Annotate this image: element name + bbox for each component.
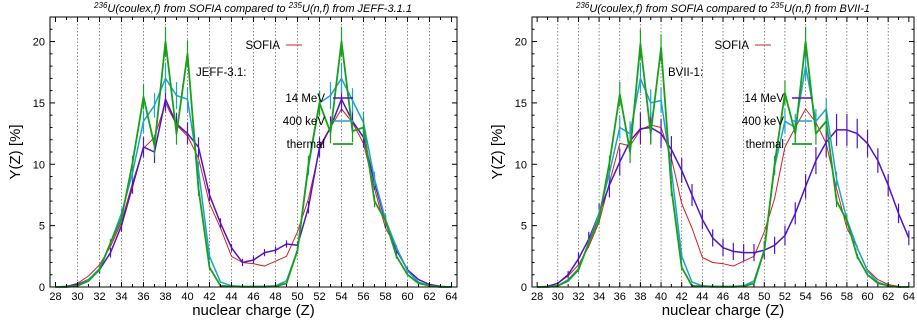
title-superscript: 236 [93, 1, 108, 10]
legend-label-sofia: SOFIA [245, 40, 280, 52]
x-tick-label: 56 [820, 291, 832, 303]
legend: SOFIA JEFF-3.1: 14 MeV 400 keV thermal [196, 40, 353, 151]
x-tick-label: 58 [379, 291, 391, 303]
legend-label-14-mev: 14 MeV [285, 93, 325, 105]
y-axis-label: Y(Z) [%] [7, 125, 24, 180]
y-tick-label: 15 [33, 98, 45, 110]
legend-group-label: JEFF-3.1: [196, 67, 246, 79]
y-tick-label: 20 [515, 37, 527, 49]
x-tick-label: 32 [93, 291, 105, 303]
title-text: U(coulex,f) from SOFIA compared to [589, 3, 770, 15]
x-tick-label: 28 [49, 291, 61, 303]
x-tick-label: 58 [841, 291, 853, 303]
x-axis-label: nuclear charge (Z) [662, 302, 785, 319]
y-axis-label: Y(Z) [%] [489, 125, 506, 180]
title-superscript: 235 [288, 1, 303, 10]
x-tick-label: 56 [357, 291, 369, 303]
y-tick-label: 5 [521, 221, 527, 233]
title-text: U(coulex,f) from SOFIA compared to [107, 3, 288, 15]
legend: SOFIA BVII-1: 14 MeV 400 keV thermal [668, 40, 812, 151]
x-tick-label: 48 [269, 291, 281, 303]
title-superscript: 236 [575, 1, 590, 10]
chart-title: 236U(coulex,f) from SOFIA compared to 23… [93, 1, 412, 15]
x-tick-label: 32 [572, 291, 584, 303]
legend-group-label: BVII-1: [668, 67, 703, 79]
x-tick-label: 52 [779, 291, 791, 303]
x-tick-label: 42 [203, 291, 215, 303]
x-tick-label: 62 [882, 291, 894, 303]
x-tick-label: 60 [861, 291, 873, 303]
x-tick-label: 30 [552, 291, 564, 303]
x-tick-label: 38 [634, 291, 646, 303]
chart-panel-1: 236U(coulex,f) from SOFIA compared to 23… [7, 1, 458, 319]
legend-label-400-kev: 400 keV [742, 116, 785, 128]
x-tick-label: 54 [335, 291, 347, 303]
y-tick-label: 0 [39, 282, 45, 294]
x-tick-label: 34 [115, 291, 127, 303]
x-tick-label: 50 [291, 291, 303, 303]
legend-label-sofia: SOFIA [714, 40, 749, 52]
x-axis-label: nuclear charge (Z) [192, 302, 315, 319]
y-tick-label: 10 [515, 159, 527, 171]
x-tick-label: 46 [717, 291, 729, 303]
title-superscript: 235 [769, 1, 784, 10]
y-tick-label: 20 [33, 37, 45, 49]
x-tick-label: 44 [696, 291, 708, 303]
legend-label-thermal: thermal [746, 139, 784, 151]
title-text: U(n,f) from JEFF-3.1.1 [302, 3, 412, 15]
x-tick-label: 40 [181, 291, 193, 303]
y-tick-label: 0 [521, 282, 527, 294]
x-tick-label: 28 [531, 291, 543, 303]
y-tick-label: 5 [39, 221, 45, 233]
x-tick-label: 44 [225, 291, 237, 303]
x-tick-label: 64 [903, 291, 915, 303]
x-tick-label: 40 [655, 291, 667, 303]
x-tick-label: 36 [614, 291, 626, 303]
x-tick-label: 30 [71, 291, 83, 303]
legend-label-400-kev: 400 keV [283, 116, 326, 128]
x-tick-label: 60 [401, 291, 413, 303]
title-text: U(n,f) from BVII-1 [784, 3, 870, 15]
x-tick-label: 52 [313, 291, 325, 303]
x-tick-label: 54 [799, 291, 811, 303]
y-tick-label: 15 [515, 98, 527, 110]
x-tick-label: 46 [247, 291, 259, 303]
y-tick-label: 10 [33, 159, 45, 171]
x-tick-label: 64 [445, 291, 457, 303]
x-tick-label: 62 [423, 291, 435, 303]
x-tick-label: 34 [593, 291, 605, 303]
x-tick-label: 48 [738, 291, 750, 303]
chart-panel-2: 236U(coulex,f) from SOFIA compared to 23… [489, 1, 915, 319]
legend-label-14-mev: 14 MeV [744, 93, 784, 105]
legend-label-thermal: thermal [287, 139, 325, 151]
x-tick-label: 38 [159, 291, 171, 303]
x-tick-label: 50 [758, 291, 770, 303]
x-tick-label: 36 [137, 291, 149, 303]
x-tick-label: 42 [676, 291, 688, 303]
chart-title: 236U(coulex,f) from SOFIA compared to 23… [575, 1, 870, 15]
